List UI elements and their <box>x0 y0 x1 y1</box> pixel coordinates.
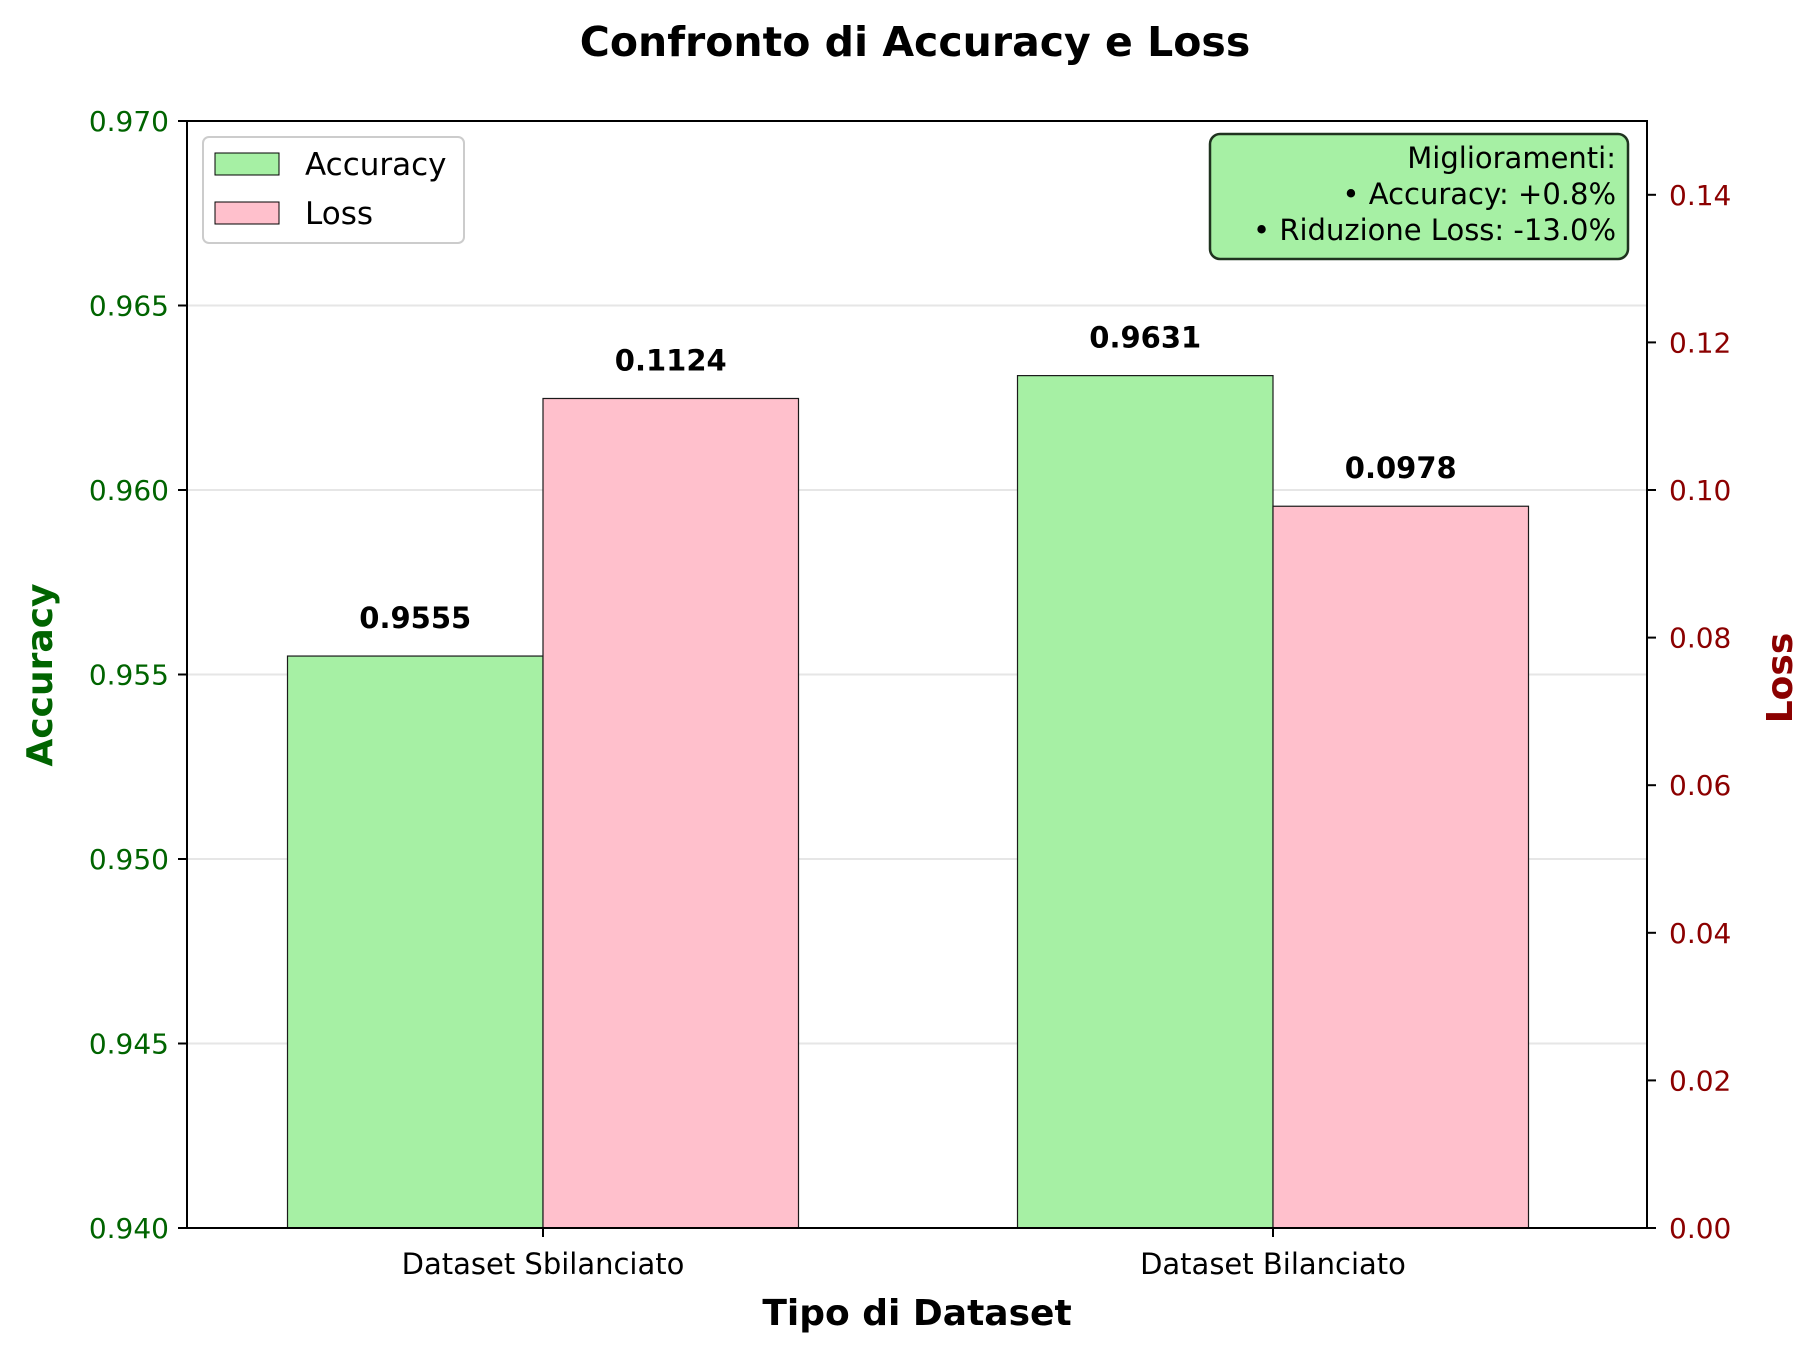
value-label-loss: 0.0978 <box>1345 451 1457 485</box>
bar-loss <box>542 397 800 1229</box>
y-right-tick-label: 0.08 <box>1669 622 1731 655</box>
bar-loss <box>1272 505 1530 1229</box>
bar-accuracy <box>1016 375 1274 1229</box>
x-tick-label: Dataset Bilanciato <box>1140 1247 1406 1281</box>
value-label-accuracy: 0.9555 <box>359 601 471 635</box>
legend-label-accuracy: Accuracy <box>305 147 447 183</box>
y-left-tick-label: 0.965 <box>89 290 169 323</box>
y-right-tick-label: 0.10 <box>1669 474 1731 507</box>
y-right-tick-label: 0.02 <box>1669 1064 1731 1097</box>
value-labels: 0.9555 0.1124 0.9631 0.0978 <box>359 321 1456 635</box>
annotation-line-title: Miglioramenti: <box>1407 141 1616 175</box>
y-right-axis-label: Loss <box>1760 633 1801 724</box>
y-right-tick-label: 0.00 <box>1669 1212 1731 1245</box>
x-axis-ticks: Dataset Sbilanciato Dataset Bilanciato <box>402 1228 1406 1281</box>
bar-accuracy <box>286 655 544 1229</box>
annotation-line-loss: • Riduzione Loss: -13.0% <box>1253 213 1616 247</box>
legend: Accuracy Loss <box>202 136 465 244</box>
y-left-axis-label: Accuracy <box>20 583 61 766</box>
y-left-tick-label: 0.945 <box>89 1028 169 1061</box>
value-label-accuracy: 0.9631 <box>1089 321 1201 355</box>
y-right-tick-label: 0.04 <box>1669 917 1731 950</box>
right-axis-ticks: 0.00 0.02 0.04 0.06 0.08 0.10 0.12 0.14 <box>1647 179 1731 1245</box>
left-axis-ticks: 0.940 0.945 0.950 0.955 0.960 0.965 0.970 <box>89 105 187 1245</box>
y-right-tick-label: 0.06 <box>1669 769 1731 802</box>
annotation-box <box>1208 132 1630 261</box>
annotation-line-accuracy: • Accuracy: +0.8% <box>1342 177 1616 211</box>
y-right-tick-label: 0.12 <box>1669 326 1731 359</box>
x-axis-label: Tipo di Dataset <box>762 1293 1071 1334</box>
y-left-tick-label: 0.955 <box>89 659 169 692</box>
improvements-annotation: Miglioramenti: • Accuracy: +0.8% • Riduz… <box>1208 132 1630 261</box>
legend-label-loss: Loss <box>305 196 373 232</box>
y-left-tick-label: 0.940 <box>89 1212 169 1245</box>
value-label-loss: 0.1124 <box>615 343 727 377</box>
y-right-tick-label: 0.14 <box>1669 179 1731 212</box>
y-left-tick-label: 0.950 <box>89 843 169 876</box>
bars <box>286 375 1530 1229</box>
legend-swatch-loss <box>214 201 280 225</box>
legend-swatch-accuracy <box>214 152 280 176</box>
y-left-tick-label: 0.960 <box>89 474 169 507</box>
y-left-tick-label: 0.970 <box>89 105 169 138</box>
chart-title: Confronto di Accuracy e Loss <box>580 18 1250 66</box>
x-tick-label: Dataset Sbilanciato <box>402 1247 685 1281</box>
